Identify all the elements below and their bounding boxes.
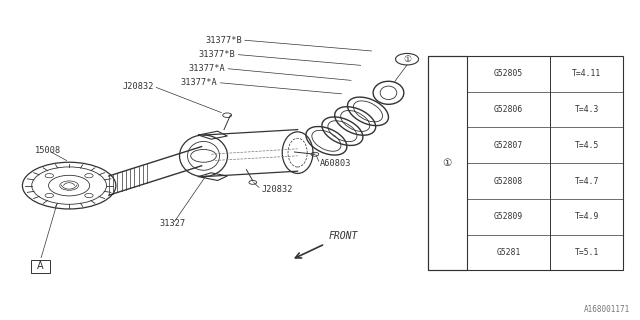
Text: A168001171: A168001171	[584, 305, 630, 314]
Text: G52807: G52807	[494, 141, 523, 150]
Bar	[428, 56, 623, 270]
Text: G52808: G52808	[494, 177, 523, 186]
Text: G52805: G52805	[494, 69, 523, 78]
Text: J20832: J20832	[122, 82, 154, 91]
Text: T=5.1: T=5.1	[575, 248, 599, 257]
Text: T=4.5: T=4.5	[575, 141, 599, 150]
Text: 15008: 15008	[35, 146, 61, 155]
Text: ①: ①	[403, 55, 411, 64]
Bar	[31, 260, 50, 273]
Text: 31377*B: 31377*B	[205, 36, 242, 44]
Text: G52809: G52809	[494, 212, 523, 221]
Text: 31377*A: 31377*A	[189, 64, 225, 73]
Text: T=4.3: T=4.3	[575, 105, 599, 114]
Text: A: A	[37, 261, 44, 271]
Text: G5281: G5281	[497, 248, 521, 257]
Text: 31377*A: 31377*A	[181, 78, 218, 87]
Text: A60803: A60803	[320, 159, 351, 168]
Text: 31377*B: 31377*B	[199, 50, 236, 59]
Text: T=4.9: T=4.9	[575, 212, 599, 221]
Text: ①: ①	[442, 158, 452, 168]
Text: T=4.7: T=4.7	[575, 177, 599, 186]
Text: 31327: 31327	[159, 220, 186, 228]
Text: T=4.11: T=4.11	[572, 69, 601, 78]
Text: G52806: G52806	[494, 105, 523, 114]
Text: FRONT: FRONT	[328, 231, 358, 241]
Text: J20832: J20832	[261, 185, 292, 194]
Bar	[428, 56, 467, 270]
